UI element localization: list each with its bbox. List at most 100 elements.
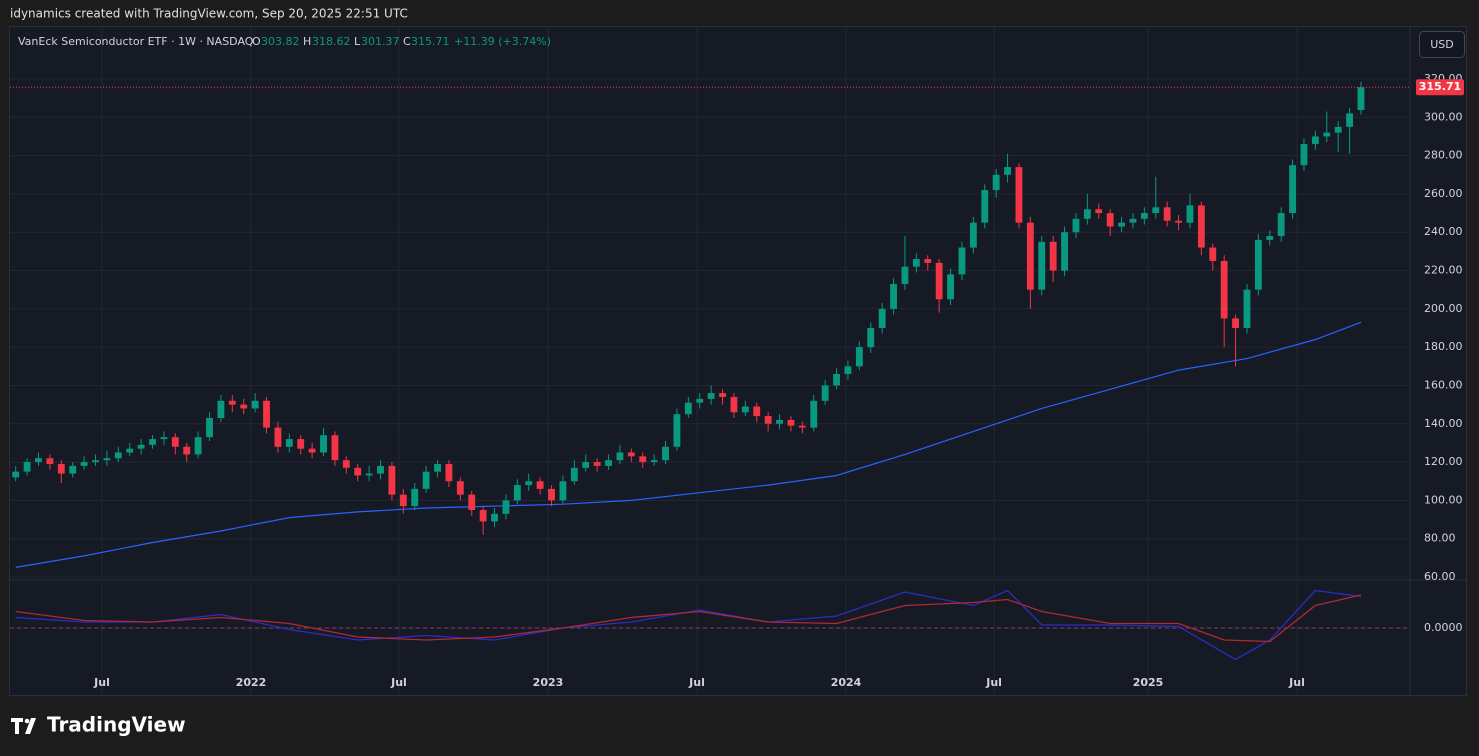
candle-body xyxy=(251,400,259,409)
y-tick-label: 220.00 xyxy=(1424,264,1463,277)
candle-body xyxy=(1061,232,1068,271)
candle-body xyxy=(1186,205,1194,223)
candle-body xyxy=(160,437,168,440)
candle-body xyxy=(1220,260,1228,319)
candle-body xyxy=(810,400,818,428)
candle-body xyxy=(1323,132,1331,137)
candle-body xyxy=(798,425,806,428)
candle-body xyxy=(137,444,145,449)
candle-body xyxy=(240,404,248,409)
candle-body xyxy=(354,467,362,476)
candle-body xyxy=(1038,241,1046,290)
candle-body xyxy=(479,509,487,522)
candle-body xyxy=(57,463,65,474)
candle-body xyxy=(1049,241,1057,271)
candle-body xyxy=(719,393,726,397)
candle-body xyxy=(1334,126,1342,133)
candle-body xyxy=(1311,136,1319,145)
y-tick-label: 140.00 xyxy=(1424,417,1463,430)
candle-body xyxy=(627,452,635,457)
candle-body xyxy=(741,406,749,413)
y-tick-label: 160.00 xyxy=(1424,378,1463,391)
candle-body xyxy=(80,462,88,466)
candle-body xyxy=(114,452,122,459)
y-tick-label: 180.00 xyxy=(1424,340,1463,353)
x-tick-label: Jul xyxy=(390,676,407,689)
change: +11.39 (+3.74%) xyxy=(454,35,551,48)
plot: 60.00 80.00 100.00 120.00 140.00 160.00 180.00… xyxy=(10,27,1464,695)
y-tick-label: 60.00 xyxy=(1424,570,1456,583)
candle-body xyxy=(320,435,327,453)
candle-body xyxy=(69,465,77,474)
candle-body xyxy=(593,462,601,466)
candle-body xyxy=(1152,207,1160,214)
candle-body xyxy=(536,481,544,489)
attribution: idynamics created with TradingView.com, … xyxy=(10,7,408,21)
candle-body xyxy=(525,481,533,486)
candle-body xyxy=(1140,213,1148,219)
candle-body xyxy=(1266,236,1274,240)
open-label: O xyxy=(252,35,261,48)
candle-body xyxy=(935,262,943,300)
x-tick-label: 2024 xyxy=(831,676,862,689)
candle-body xyxy=(1083,209,1091,219)
candle-body xyxy=(297,439,305,449)
candle-body xyxy=(787,419,795,426)
y-tick-label: 120.00 xyxy=(1424,455,1463,468)
candle-body xyxy=(434,463,441,472)
y-tick-label: 80.00 xyxy=(1424,532,1456,545)
candle-body xyxy=(422,471,430,489)
candle-body xyxy=(696,398,704,403)
candle-body xyxy=(924,259,932,263)
currency[interactable]: USD xyxy=(1430,38,1454,51)
candle-body xyxy=(878,308,886,328)
candle-body xyxy=(901,266,909,284)
candle-body xyxy=(1015,167,1023,223)
candle-body xyxy=(513,485,521,501)
candle-body xyxy=(570,467,578,482)
candle-body xyxy=(764,416,772,424)
currency-button[interactable] xyxy=(1419,31,1465,58)
low-value: 301.37 xyxy=(361,35,400,48)
symbol-title: VanEck Semiconductor ETF · 1W · NASDAQ xyxy=(18,35,254,48)
candle-body xyxy=(126,448,134,453)
candle-body xyxy=(342,460,350,468)
candle-body xyxy=(12,471,20,478)
candle-body xyxy=(992,174,1000,191)
candle-body xyxy=(285,439,293,447)
candle-body xyxy=(684,402,692,415)
candle-body xyxy=(263,400,270,428)
open-value: 303.82 xyxy=(261,35,300,48)
candle-body xyxy=(776,419,783,424)
candle-body xyxy=(958,247,966,275)
y-tick-label: 240.00 xyxy=(1424,225,1463,238)
candle-body xyxy=(411,488,419,507)
candle-body xyxy=(1175,220,1182,223)
candle-body xyxy=(730,396,738,413)
candle-body xyxy=(377,465,384,474)
candle-body xyxy=(1118,222,1125,227)
candle-body xyxy=(35,458,42,463)
y-tick-label: 0.0000 xyxy=(1424,621,1463,634)
x-tick-label: 2023 xyxy=(533,676,564,689)
candle-body xyxy=(912,259,920,267)
candle-body xyxy=(1232,318,1239,328)
y-tick-label: 280.00 xyxy=(1424,149,1463,162)
brand: TradingView xyxy=(47,713,186,737)
candle-body xyxy=(605,460,612,466)
candle-body xyxy=(399,494,407,507)
candle-body xyxy=(502,500,510,514)
chart-frame xyxy=(9,26,1467,696)
high-label: H xyxy=(303,35,311,48)
x-tick-label: Jul xyxy=(985,676,1002,689)
candle-body xyxy=(365,473,373,476)
candle-body xyxy=(1357,87,1365,110)
candle-body xyxy=(833,373,840,386)
candle-body xyxy=(103,458,111,461)
candle-body xyxy=(1004,167,1011,175)
candle-body xyxy=(206,418,213,438)
candle-body xyxy=(468,494,476,510)
indicator-line xyxy=(15,594,1362,643)
